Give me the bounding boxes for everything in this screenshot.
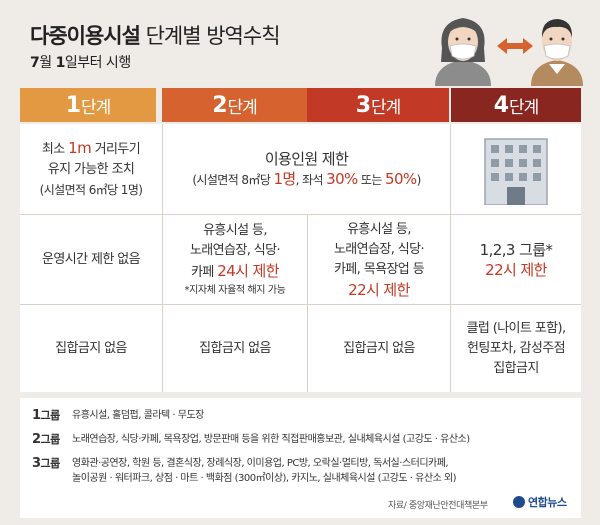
- stage-2-header: 2 단계: [162, 88, 307, 122]
- row3-stage3-gathering-cell: 집합금지 없음: [343, 340, 415, 356]
- row1-stage23-capacity-cell: 이용인원 제한 (시설면적 8㎡당 1명, 좌석 30% 또는 50%): [192, 149, 421, 188]
- building-icon: [484, 138, 548, 205]
- stage-4-header: 4 단계: [451, 88, 581, 122]
- row1-stage4-cell: [451, 124, 581, 214]
- masked-people-exchange-icon: [435, 18, 583, 86]
- source-credit: 자료/ 중앙재난안전대책본부: [388, 501, 488, 511]
- row1-stage1-distance-cell: 최소 1m 거리두기 유지 가능한 조치 (시설면적 6㎡당 1명): [39, 139, 143, 197]
- group-legend: 1그룹 유흥시설, 홀덤펍, 콜라텍 · 무도장 2그룹 노래연습장, 식당·카…: [20, 398, 581, 518]
- row3-stage2-gathering-cell: 집합금지 없음: [199, 340, 271, 356]
- page-title: 다중이용시설 단계별 방역수칙: [30, 24, 281, 48]
- group-1-row: 1그룹 유흥시설, 홀덤펍, 콜라텍 · 무도장: [32, 408, 204, 423]
- effective-date: 7월 1일부터 시행: [30, 55, 131, 71]
- row2-stage4-hours-cell: 1,2,3 그룹* 22시 제한: [479, 240, 553, 279]
- rules-table: 최소 1m 거리두기 유지 가능한 조치 (시설면적 6㎡당 1명) 이용인원 …: [20, 124, 581, 392]
- row3-stage4-gathering-cell: 클럽 (나이트 포함), 헌팅포차, 감성주점 집합금지: [466, 320, 566, 376]
- group-3-row: 3그룹 영화관·공연장, 학원 등, 결혼식장, 장례식장, 이미용업, PC방…: [32, 456, 457, 484]
- divider: [162, 124, 163, 392]
- group-2-row: 2그룹 노래연습장, 식당·카페, 목욕장업, 방문판매 등을 위한 직접판매홍…: [32, 432, 470, 447]
- divider: [20, 214, 581, 215]
- divider: [450, 124, 451, 392]
- divider: [20, 304, 581, 305]
- divider: [307, 214, 308, 392]
- row2-stage1-hours-cell: 운영시간 제한 없음: [42, 251, 141, 267]
- stage-1-header: 1 단계: [20, 88, 156, 122]
- brand-logo: 연합뉴스: [513, 494, 567, 510]
- stage-3-header: 3 단계: [307, 88, 449, 122]
- yonhap-logo-icon: [513, 496, 525, 508]
- row2-stage2-hours-cell: 유흥시설 등, 노래연습장, 식당· 카페 24시 제한 *지자체 자율적 해지…: [184, 222, 286, 296]
- row3-stage1-gathering-cell: 집합금지 없음: [55, 340, 127, 356]
- row2-stage3-hours-cell: 유흥시설 등, 노래연습장, 식당· 카페, 목욕장업 등 22시 제한: [333, 221, 425, 299]
